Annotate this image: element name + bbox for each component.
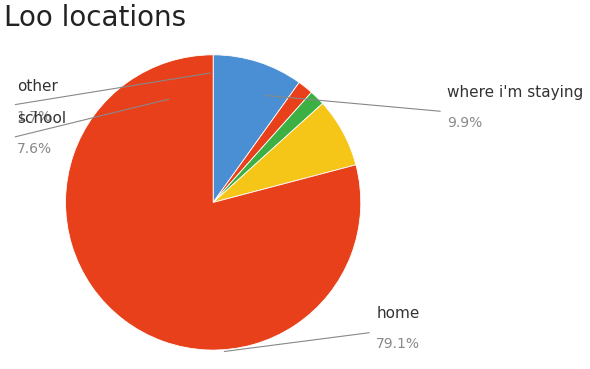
Text: 7.6%: 7.6%: [17, 142, 52, 156]
Text: 9.9%: 9.9%: [447, 116, 483, 130]
Wedge shape: [213, 55, 299, 203]
Wedge shape: [213, 92, 323, 203]
Text: where i'm staying: where i'm staying: [447, 85, 584, 100]
Text: 1.7%: 1.7%: [17, 110, 52, 124]
Text: home: home: [376, 306, 419, 321]
Wedge shape: [65, 55, 360, 350]
Text: 79.1%: 79.1%: [376, 337, 420, 351]
Text: Loo locations: Loo locations: [4, 4, 186, 32]
Wedge shape: [213, 103, 356, 203]
Wedge shape: [213, 82, 312, 203]
Text: other: other: [17, 79, 58, 94]
Text: school: school: [17, 111, 66, 126]
